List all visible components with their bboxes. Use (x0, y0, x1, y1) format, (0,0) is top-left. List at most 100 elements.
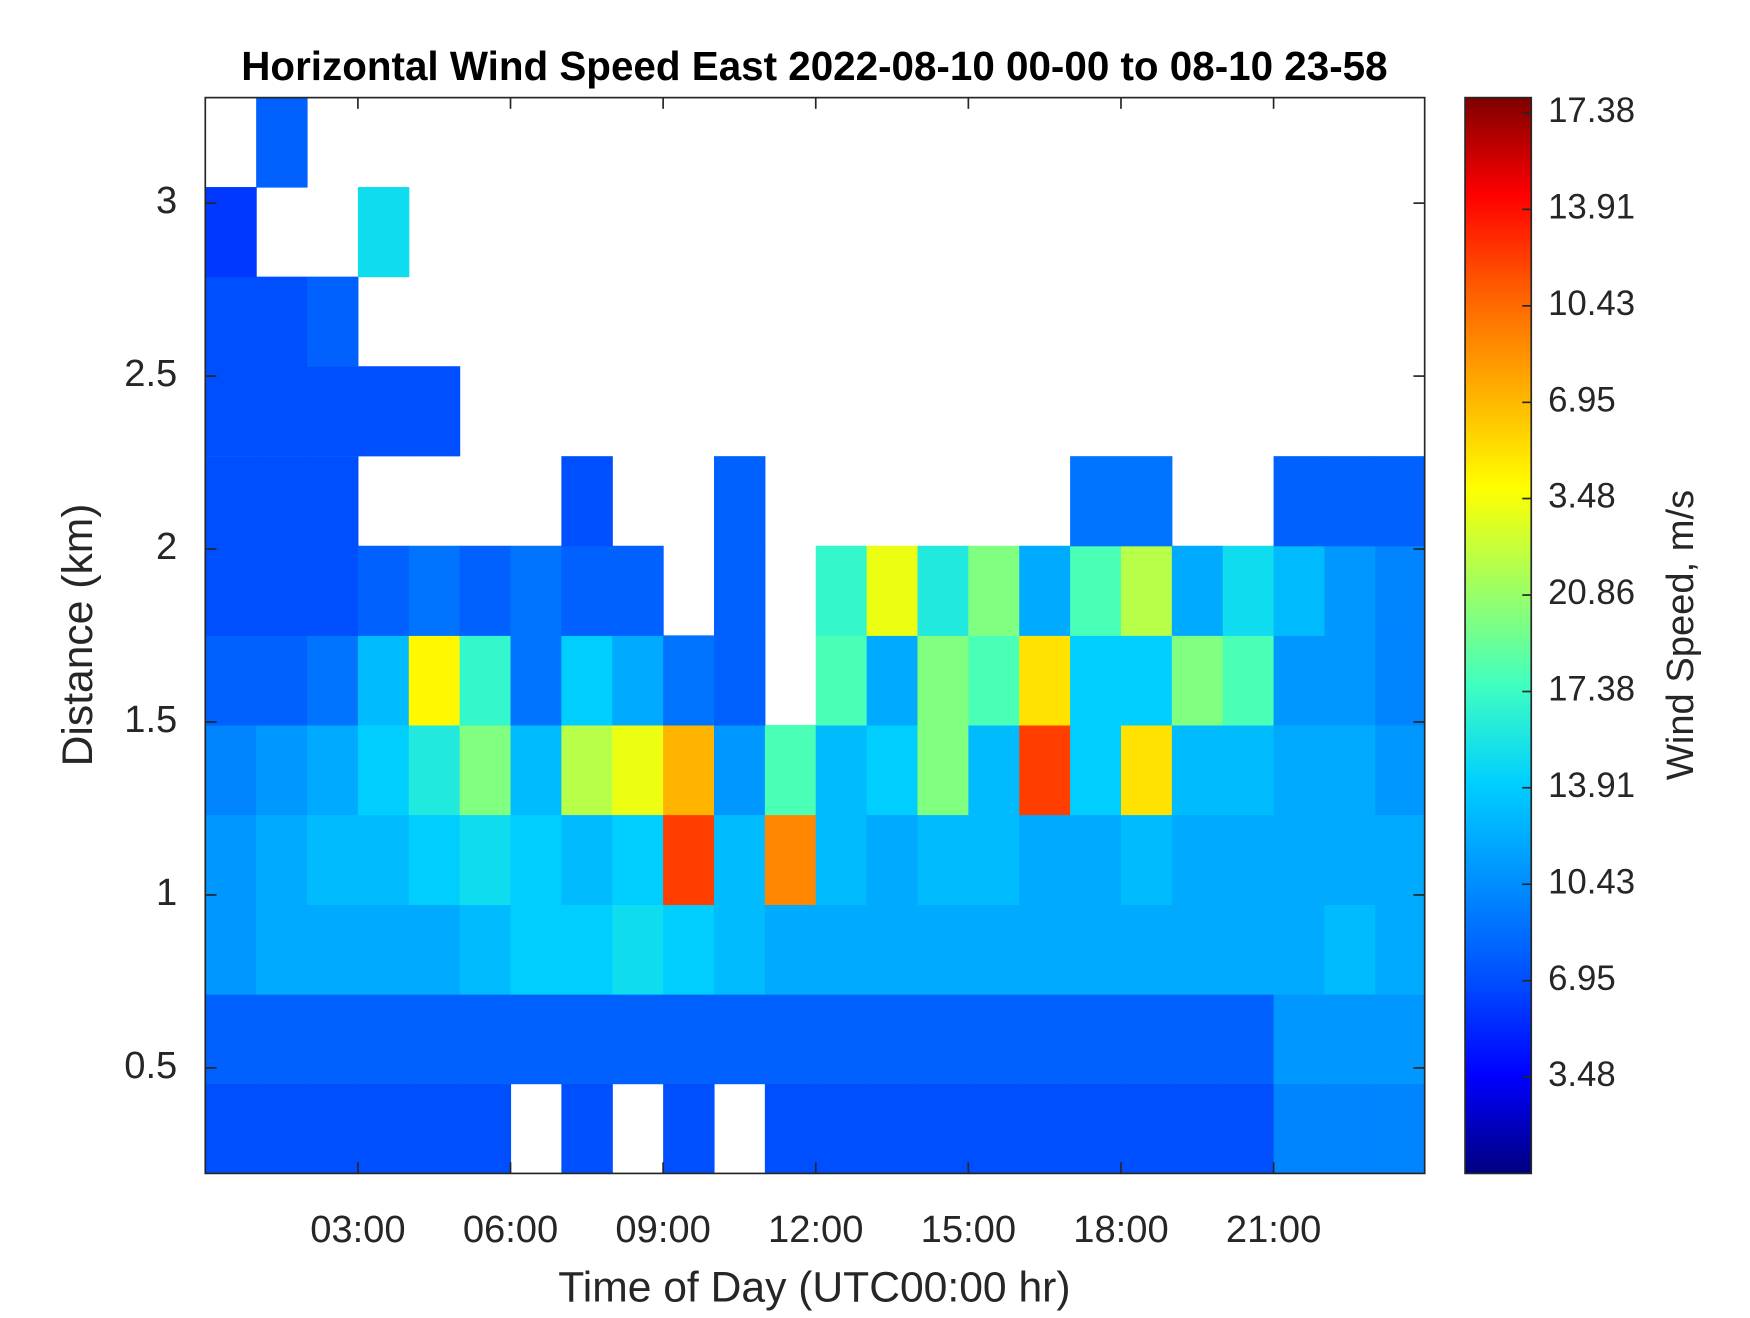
colorbar (1464, 96, 1533, 1175)
heatmap-cell (1222, 545, 1275, 636)
heatmap-cell (205, 994, 257, 1085)
heatmap-cell (1171, 545, 1224, 636)
heatmap-cell (510, 994, 562, 1085)
heatmap-cell (561, 635, 613, 726)
heatmap-cell (561, 904, 613, 995)
heatmap-cell (1375, 814, 1425, 906)
chart-title: Horizontal Wind Speed East 2022-08-10 00… (241, 43, 1387, 89)
heatmap-cell (815, 545, 868, 636)
heatmap-cell (205, 904, 257, 995)
heatmap-cell (1222, 814, 1275, 906)
heatmap-cell (205, 724, 257, 816)
x-tick-label: 18:00 (1073, 1208, 1168, 1251)
heatmap-cell (1273, 635, 1326, 726)
heatmap-cell (866, 994, 919, 1085)
heatmap-cell (1324, 1083, 1376, 1174)
heatmap-cell (408, 545, 461, 636)
heatmap-cell (205, 545, 257, 636)
heatmap-cell (917, 545, 969, 636)
heatmap-cell (612, 904, 664, 995)
heatmap-cell (815, 724, 868, 816)
heatmap-cell (561, 456, 613, 547)
heatmap-cell (205, 456, 257, 547)
heatmap-cell (663, 994, 715, 1085)
heatmap-cell (357, 366, 410, 457)
heatmap-cell (357, 545, 410, 636)
heatmap-cell (307, 545, 359, 636)
heatmap-cell (205, 814, 257, 906)
y-tick-label: 2.5 (124, 352, 177, 395)
heatmap-cell (663, 904, 715, 995)
heatmap-cell (561, 814, 613, 906)
heatmap-cell (1273, 904, 1326, 995)
heatmap-cell (510, 724, 562, 816)
heatmap-cell (1171, 1083, 1224, 1174)
colorbar-tick-label: 20.86 (1548, 574, 1635, 612)
heatmap-cell (1019, 814, 1071, 906)
heatmap-cell (1120, 456, 1173, 547)
heatmap-cell (968, 994, 1020, 1085)
colorbar-label: Wind Speed, m/s (1659, 490, 1702, 780)
heatmap-cell (1120, 904, 1173, 995)
y-axis-label: Distance (km) (54, 504, 102, 767)
heatmap-cell (714, 635, 766, 726)
heatmap-cell (205, 366, 257, 457)
heatmap-cell (1222, 1083, 1275, 1174)
heatmap-cell (459, 545, 512, 636)
x-tick-label: 03:00 (310, 1208, 405, 1251)
heatmap-cell (764, 904, 817, 995)
heatmap-cell (1171, 814, 1224, 906)
heatmap-cell (357, 814, 410, 906)
heatmap-cell (256, 1083, 308, 1174)
heatmap-cell (408, 814, 461, 906)
heatmap-cell (815, 904, 868, 995)
heatmap-cell (1273, 994, 1326, 1085)
x-axis-label: Time of Day (UTC00:00 hr) (558, 1263, 1070, 1311)
heatmap-cell (866, 1083, 919, 1174)
heatmap-cell (1273, 814, 1326, 906)
heatmap-cell (612, 635, 664, 726)
heatmap-cell (510, 904, 562, 995)
heatmap-cell (1375, 724, 1425, 816)
heatmap-cell (968, 904, 1020, 995)
heatmap-cell (1375, 545, 1425, 636)
heatmap-cell (205, 276, 257, 367)
heatmap-cell (612, 545, 664, 636)
heatmap-cell (815, 635, 868, 726)
heatmap-cell (357, 635, 410, 726)
heatmap-cell (1070, 635, 1122, 726)
heatmap-cell (307, 635, 359, 726)
heatmap-cell (561, 994, 613, 1085)
heatmap-cell (917, 635, 969, 726)
colorbar-tick-label: 13.91 (1548, 767, 1635, 805)
heatmap-cell (714, 456, 766, 547)
y-tick-label: 3 (156, 179, 177, 222)
heatmap-cell (510, 635, 562, 726)
heatmap-cell (561, 724, 613, 816)
heatmap-cell (357, 1083, 410, 1174)
heatmap-cell (1019, 635, 1071, 726)
heatmap-cell (1120, 724, 1173, 816)
heatmap-cell (968, 635, 1020, 726)
heatmap-cell (408, 1083, 461, 1174)
heatmap-cell (663, 724, 715, 816)
heatmap-cell (256, 545, 308, 636)
heatmap-cell (1324, 635, 1376, 726)
heatmap-cell (1222, 994, 1275, 1085)
heatmap (205, 97, 1425, 1174)
heatmap-cell (1120, 994, 1173, 1085)
heatmap-cell (357, 904, 410, 995)
heatmap-cell (510, 814, 562, 906)
heatmap-cell (1019, 904, 1071, 995)
heatmap-cell (866, 904, 919, 995)
heatmap-cell (1375, 1083, 1425, 1174)
heatmap-cell (764, 994, 817, 1085)
heatmap-cell (612, 994, 664, 1085)
heatmap-cell (1222, 635, 1275, 726)
heatmap-cell (408, 366, 461, 457)
heatmap-cell (256, 635, 308, 726)
heatmap-cell (663, 814, 715, 906)
heatmap-cell (459, 814, 512, 906)
heatmap-cell (968, 545, 1020, 636)
heatmap-cell (408, 994, 461, 1085)
